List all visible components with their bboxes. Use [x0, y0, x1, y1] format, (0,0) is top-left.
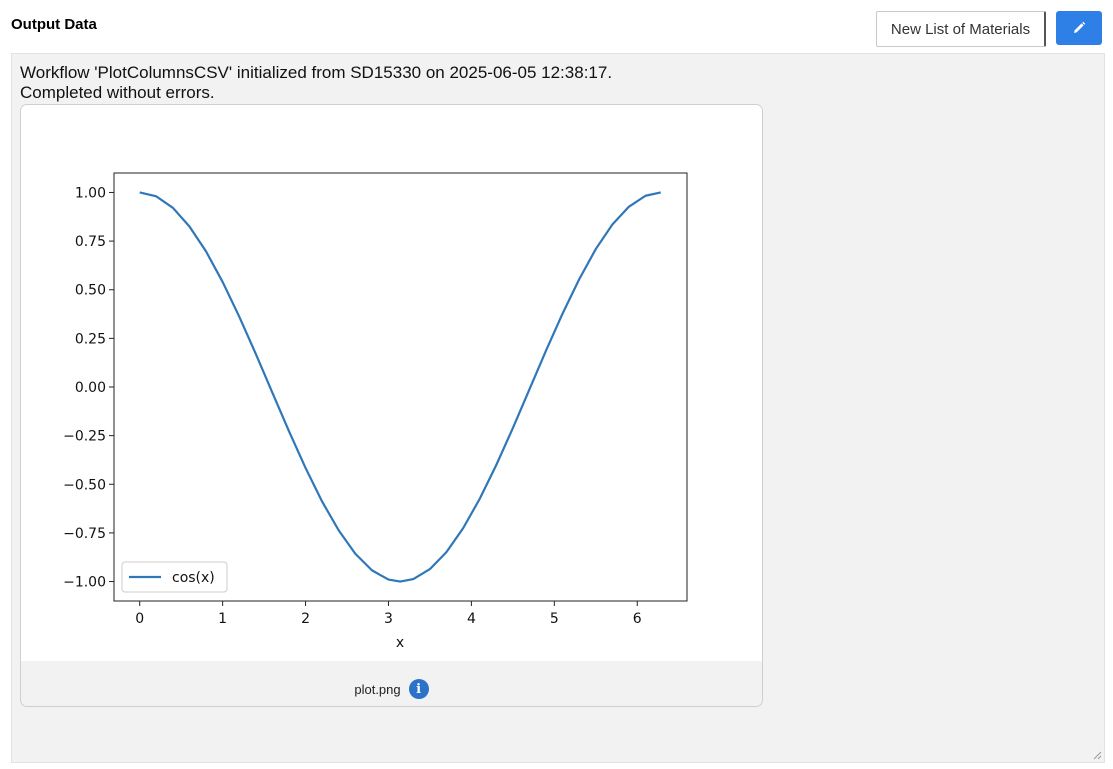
x-axis-label: x	[396, 635, 404, 651]
info-icon[interactable]: i	[408, 679, 429, 699]
y-tick-label: −0.25	[63, 429, 106, 445]
y-tick-label: 0.50	[75, 283, 106, 299]
plot-image: 1.00 0.75 0.50 0.25 0.00 −0.25 −0.50 −0.75 −1.00…	[21, 105, 762, 661]
output-panel[interactable]: Workflow 'PlotColumnsCSV' initialized fr…	[11, 53, 1105, 763]
x-tick-label: 2	[301, 611, 310, 627]
resize-handle-icon[interactable]	[1092, 750, 1102, 760]
y-tick-label: 0.25	[75, 331, 106, 347]
y-tick-label: −1.00	[63, 575, 106, 591]
x-tick-label: 5	[550, 611, 559, 627]
file-name: plot.png	[354, 681, 401, 697]
workflow-status: Workflow 'PlotColumnsCSV' initialized fr…	[20, 63, 612, 103]
cosine-line-chart: 1.00 0.75 0.50 0.25 0.00 −0.25 −0.50 −0.75 −1.00…	[63, 172, 688, 651]
new-list-of-materials-button[interactable]: New List of Materials	[876, 11, 1046, 47]
x-tick-label: 0	[135, 611, 144, 627]
legend-label: cos(x)	[172, 570, 215, 586]
series-line-cos	[139, 191, 661, 583]
y-tick-label: 0.75	[75, 234, 106, 250]
status-line-completed: Completed without errors.	[20, 83, 215, 102]
axes-frame	[113, 172, 688, 602]
y-tick-label: 1.00	[75, 185, 106, 201]
section-title: Output Data	[11, 16, 97, 33]
legend: cos(x)	[121, 561, 228, 593]
plot-caption: plot.png i	[21, 677, 762, 701]
y-tick-label: −0.50	[63, 477, 106, 493]
pencil-icon	[1074, 21, 1086, 33]
edit-button[interactable]	[1056, 11, 1102, 45]
x-tick-label: 1	[218, 611, 227, 627]
plot-card: 1.00 0.75 0.50 0.25 0.00 −0.25 −0.50 −0.75 −1.00…	[20, 104, 763, 707]
y-tick-label: −0.75	[63, 526, 106, 542]
status-line-initialized: Workflow 'PlotColumnsCSV' initialized fr…	[20, 63, 613, 82]
x-tick-label: 4	[467, 611, 476, 627]
y-tick-label: 0.00	[75, 380, 106, 396]
output-header: Output Data New List of Materials	[0, 0, 1113, 52]
x-tick-label: 3	[384, 611, 393, 627]
x-tick-label: 6	[633, 611, 642, 627]
